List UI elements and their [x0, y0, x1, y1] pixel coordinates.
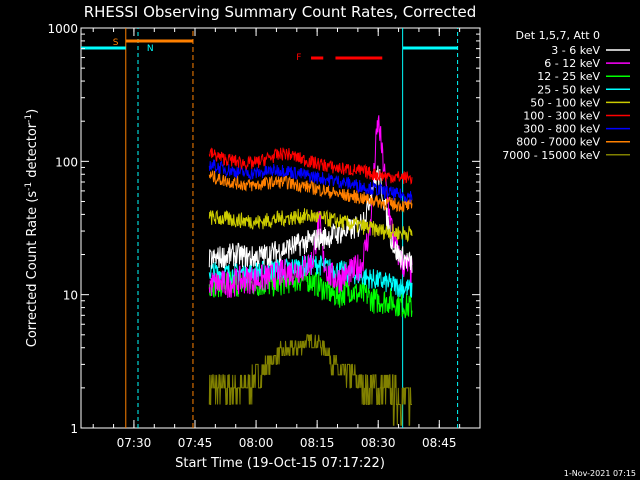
y-axis-label: Corrected Count Rate (s-1 detector-1): [24, 109, 40, 347]
x-tick-label: 08:00: [239, 436, 274, 450]
y-axis-label-sup2: -1: [24, 114, 34, 123]
legend-label: 300 - 800 keV: [523, 123, 600, 136]
series-line: [208, 266, 413, 319]
generation-timestamp: 1-Nov-2021 07:15: [564, 469, 636, 478]
legend-header: Det 1,5,7, Att 0: [516, 29, 600, 42]
legend-label: 50 - 100 keV: [530, 96, 600, 109]
y-tick-label: 10: [63, 289, 78, 303]
y-tick-label: 1: [70, 422, 78, 436]
x-tick-label: 08:45: [422, 436, 457, 450]
legend-label: 25 - 50 keV: [537, 83, 600, 96]
y-axis-label-sup1: -1: [24, 182, 34, 191]
x-tick-label: 07:30: [117, 436, 152, 450]
series-line: [208, 334, 412, 426]
legend-label: 800 - 7000 keV: [516, 136, 600, 149]
legend-label: 12 - 25 keV: [537, 70, 600, 83]
series-line: [208, 147, 413, 185]
axis-ticks: 1 10 100 1000 07:30 07:45 08:00 08:15 08:30 08:45: [47, 22, 481, 450]
legend-label: 3 - 6 keV: [551, 44, 600, 57]
observing-intervals: S N F: [81, 28, 459, 428]
series-line: [208, 115, 413, 299]
marker-label: S: [113, 38, 119, 48]
marker-label: N: [147, 44, 154, 54]
series-line: [208, 159, 413, 203]
y-tick-label: 100: [55, 155, 78, 169]
x-axis-label: Start Time (19-Oct-15 07:17:22): [175, 456, 385, 471]
y-axis-label-end: ): [25, 109, 40, 114]
legend-label: 7000 - 15000 keV: [502, 149, 600, 162]
x-tick-label: 08:15: [300, 436, 335, 450]
plot-frame: [80, 27, 481, 429]
series-layer: [208, 115, 413, 426]
chart-title: RHESSI Observing Summary Count Rates, Co…: [84, 3, 477, 21]
legend-label: 100 - 300 keV: [523, 110, 600, 123]
y-axis-label-main: Corrected Count Rate (s: [25, 191, 40, 348]
x-tick-label: 07:45: [178, 436, 213, 450]
series-line: [208, 170, 413, 213]
x-tick-label: 08:30: [361, 436, 396, 450]
legend-label: 6 - 12 keV: [544, 57, 600, 70]
y-axis-label-mid: detector: [25, 122, 40, 182]
series-line: [208, 208, 413, 243]
marker-label: F: [296, 53, 301, 63]
y-tick-label: 1000: [47, 22, 78, 36]
